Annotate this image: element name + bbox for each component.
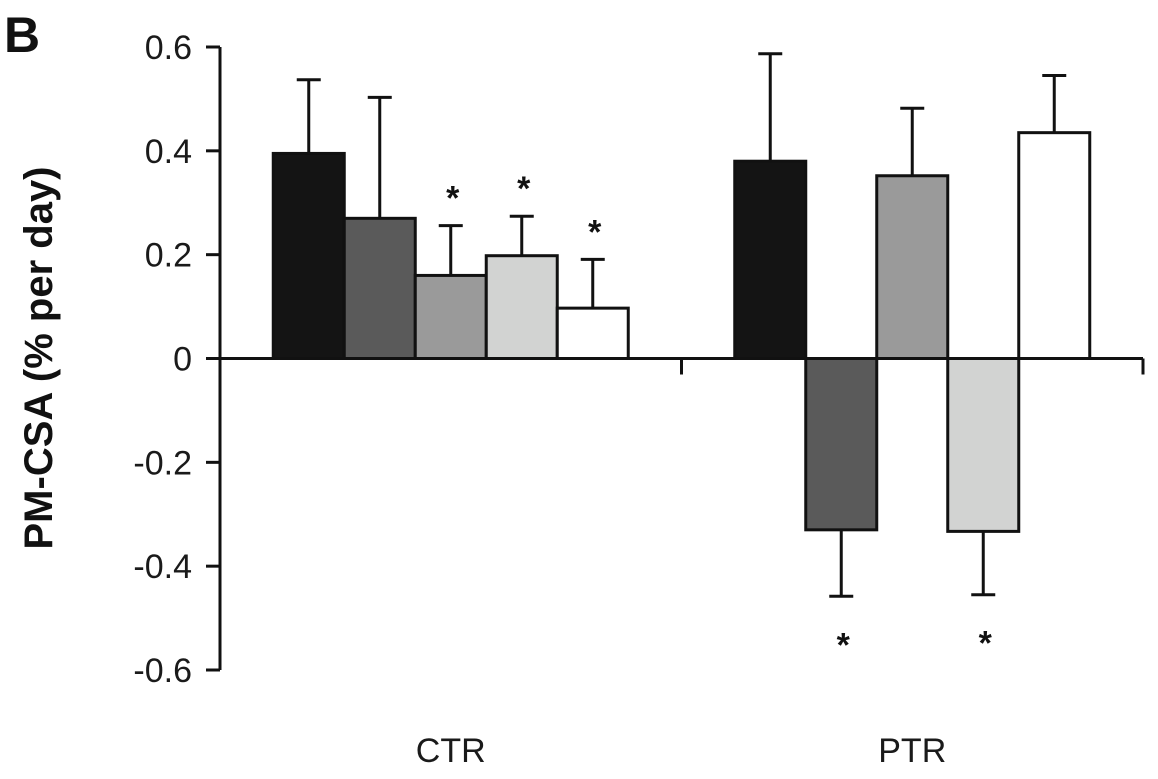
bar bbox=[271, 151, 346, 360]
significance-marker: * bbox=[517, 170, 531, 208]
x-tick-label: PTR bbox=[878, 732, 946, 770]
bar bbox=[555, 306, 630, 361]
y-tick-label: 0.6 bbox=[145, 29, 192, 67]
bar bbox=[733, 159, 808, 360]
significance-marker: * bbox=[588, 213, 602, 251]
category-labels: CTR PTR bbox=[416, 732, 946, 770]
bar bbox=[875, 174, 950, 360]
bar bbox=[804, 357, 879, 532]
y-axis-ticks: 0.6 0.4 0.2 0 -0.2 -0.4 -0.6 bbox=[133, 29, 220, 690]
y-tick-label: -0.6 bbox=[133, 652, 192, 690]
x-tick-label: CTR bbox=[416, 732, 486, 770]
bar bbox=[413, 273, 488, 360]
axes bbox=[218, 47, 1145, 670]
y-tick-label: -0.2 bbox=[133, 444, 192, 482]
bar bbox=[946, 357, 1021, 533]
significance-marker: * bbox=[979, 625, 993, 663]
y-axis-label: PM-CSA (% per day) bbox=[17, 166, 61, 549]
panel-label: B bbox=[4, 7, 40, 63]
bar bbox=[1017, 131, 1092, 360]
y-tick-label: 0 bbox=[173, 341, 192, 379]
significance-marker: * bbox=[837, 626, 851, 664]
y-tick-label: -0.4 bbox=[133, 548, 192, 586]
y-tick-label: 0.4 bbox=[145, 133, 192, 171]
bar-series: * * * * * bbox=[271, 52, 1092, 664]
y-tick-label: 0.2 bbox=[145, 237, 192, 275]
bar bbox=[484, 254, 559, 360]
significance-marker: * bbox=[446, 180, 460, 218]
bar bbox=[342, 216, 417, 360]
